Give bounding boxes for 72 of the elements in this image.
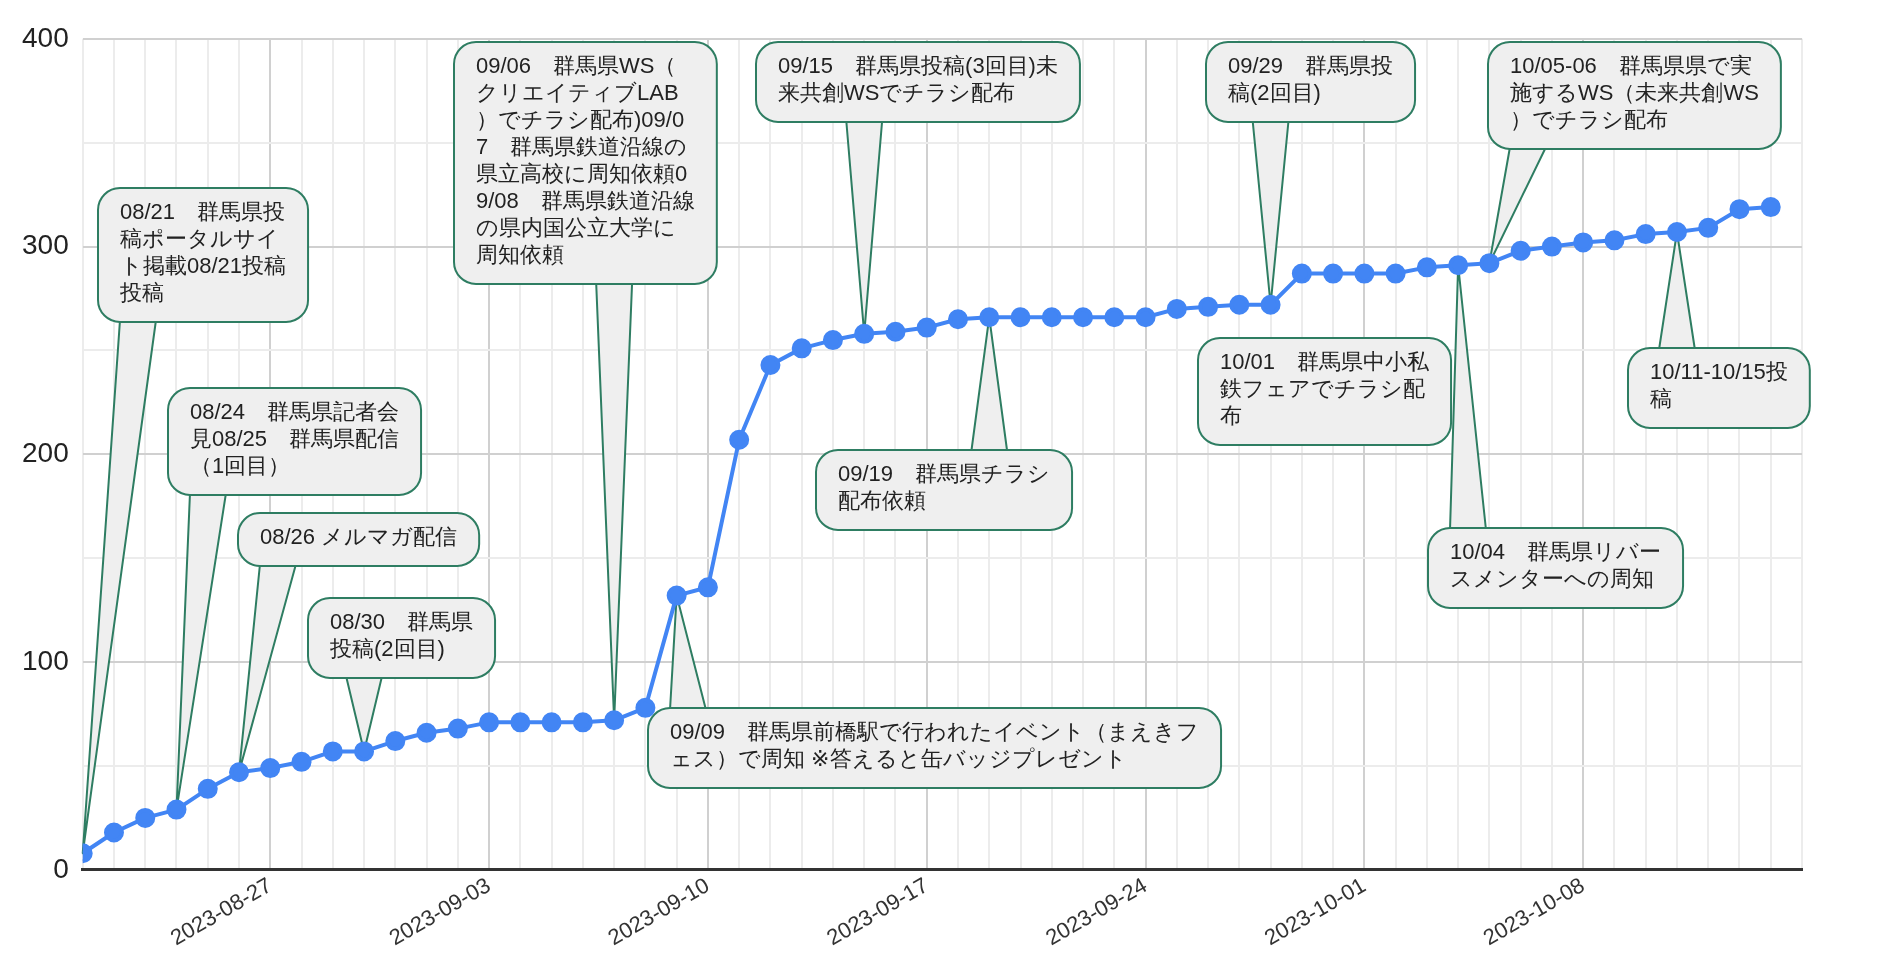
point — [510, 712, 531, 733]
point — [885, 321, 906, 342]
annotation: 09/06 群馬県WS（クリエイティブLAB）でチラシ配布)09/07 群馬県鉄道沿線の県立高校に周知依頼09/08 群馬県鉄道沿線の県内国公立大学に周知依頼 — [476, 53, 695, 268]
annotation: 09/15 群馬県投稿(3回目)未来共創WSでチラシ配布 — [778, 53, 1058, 106]
point — [1541, 236, 1562, 257]
point — [541, 712, 562, 733]
point — [447, 718, 468, 739]
point — [1104, 307, 1125, 328]
y-tick-label: 100 — [22, 644, 69, 676]
point — [135, 807, 156, 828]
point — [666, 585, 687, 606]
point — [1385, 263, 1406, 284]
annotation: 08/24 群馬県記者会見08/25 群馬県配信（1回目） — [190, 399, 400, 479]
annotation: 09/09 群馬県前橋駅で行われたイベント（まえきフェス）で周知 ※答えると缶バッジプレゼント — [670, 719, 1200, 772]
point — [1166, 298, 1187, 319]
point — [1604, 230, 1625, 251]
point — [322, 741, 343, 762]
point — [103, 822, 124, 843]
point — [729, 429, 750, 450]
point — [1479, 253, 1500, 274]
annotation: 09/19 群馬県チラシ配布依頼 — [838, 461, 1051, 514]
point — [1010, 307, 1031, 328]
annotation: 09/29 群馬県投稿(2回目) — [1228, 53, 1394, 106]
point — [1323, 263, 1344, 284]
point — [166, 799, 187, 820]
annotation: 10/05-06 群馬県県で実施するWS（未来共創WS）でチラシ配布 — [1510, 53, 1759, 133]
point — [229, 762, 250, 783]
point — [854, 323, 875, 344]
point — [1198, 296, 1219, 317]
point — [1041, 307, 1062, 328]
point — [697, 577, 718, 598]
point — [604, 710, 625, 731]
annotation: 10/04 群馬県リバースメンターへの周知 — [1450, 539, 1662, 592]
point — [1573, 232, 1594, 253]
y-tick-label: 400 — [22, 21, 69, 53]
annotation: 08/26 メルマガ配信 — [260, 524, 458, 550]
point — [1354, 263, 1375, 284]
point — [1135, 307, 1156, 328]
point — [197, 778, 218, 799]
point — [1448, 255, 1469, 276]
point — [1291, 263, 1312, 284]
annotation: 10/11-10/15投稿 — [1650, 359, 1788, 412]
point — [947, 309, 968, 330]
point — [791, 338, 812, 359]
point — [760, 355, 781, 375]
point — [1260, 294, 1281, 315]
point — [1229, 294, 1250, 315]
point — [1510, 240, 1531, 261]
point — [1635, 224, 1656, 245]
annotation: 08/21 群馬県投稿ポータルサイト掲載08/21投稿投稿 — [119, 199, 287, 306]
point — [1073, 307, 1094, 328]
point — [354, 741, 375, 762]
point — [291, 751, 312, 772]
point — [1416, 257, 1437, 278]
point — [822, 330, 843, 351]
point — [916, 317, 937, 338]
annotation: 08/30 群馬県投稿(2回目) — [329, 609, 474, 662]
point — [260, 758, 281, 779]
point — [416, 722, 437, 743]
y-tick-label: 200 — [22, 437, 69, 469]
point — [572, 712, 593, 733]
y-tick-label: 300 — [22, 229, 69, 261]
y-tick-label: 0 — [53, 852, 69, 884]
point — [979, 307, 1000, 328]
point — [479, 712, 500, 733]
point — [1760, 197, 1781, 218]
point — [1729, 199, 1750, 220]
point — [1666, 222, 1687, 243]
annotation: 10/01 群馬県中小私鉄フェアでチラシ配布 — [1220, 349, 1431, 429]
point — [1698, 217, 1719, 238]
point — [385, 731, 406, 752]
point — [635, 697, 656, 718]
